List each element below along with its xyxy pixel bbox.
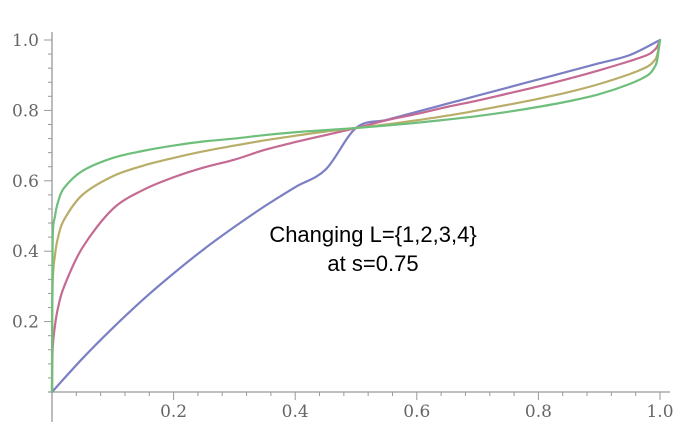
y-tick-label: 0.8: [12, 101, 39, 121]
series-line-4: [50, 38, 662, 394]
x-tick-label: 1.0: [646, 402, 673, 422]
y-tick-label: 1.0: [12, 31, 39, 51]
annotation-line-2: at s=0.75: [327, 251, 418, 276]
y-tick-label: 0.6: [12, 172, 39, 192]
ticks: [44, 39, 661, 400]
x-tick-label: 0.6: [403, 402, 430, 422]
y-tick-label: 0.4: [12, 242, 39, 262]
x-tick-label: 0.2: [160, 402, 187, 422]
series-line-3: [50, 38, 662, 394]
x-tick-label: 0.4: [282, 402, 309, 422]
tick-labels: 0.2 0.4 0.6 0.8 1.0 0.2 0.4 0.6 0.8 1.0: [12, 31, 674, 422]
series-layer: [50, 38, 662, 394]
x-tick-label: 0.8: [525, 402, 552, 422]
y-tick-label: 0.2: [12, 313, 39, 333]
annotation: Changing L={1,2,3,4} at s=0.75: [269, 222, 476, 276]
series-line-2: [50, 38, 662, 394]
annotation-line-1: Changing L={1,2,3,4}: [269, 222, 476, 247]
